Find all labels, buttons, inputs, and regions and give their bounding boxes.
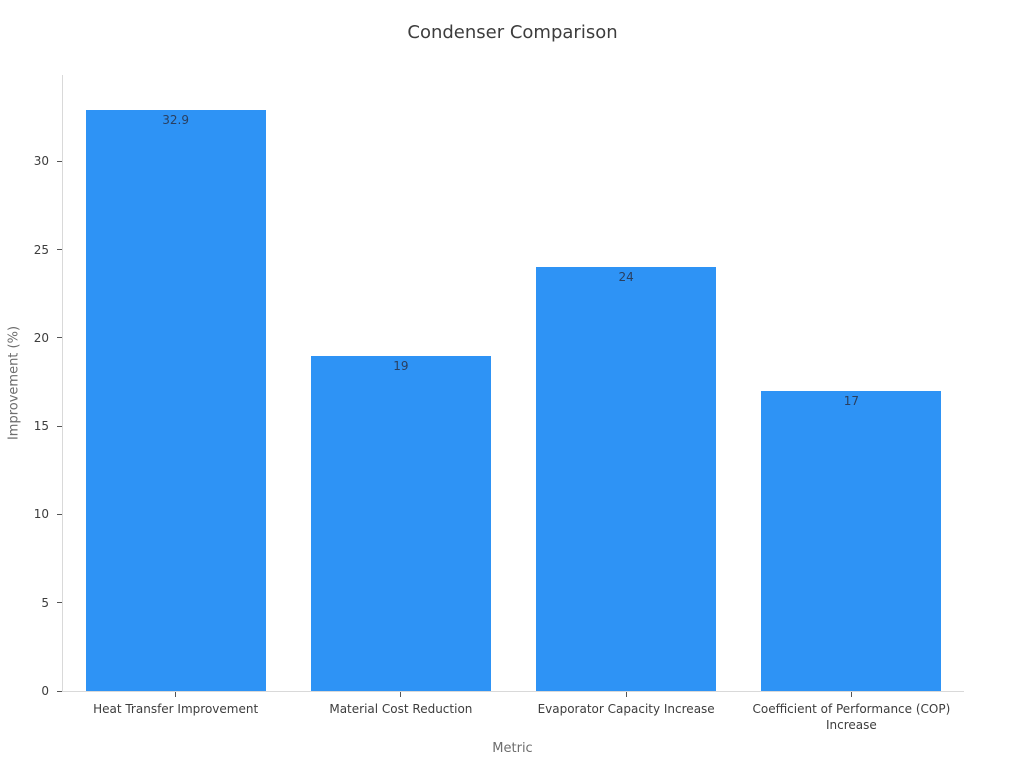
bar[interactable]: 17 bbox=[761, 390, 942, 691]
y-tick-label: 30 bbox=[33, 154, 49, 169]
plot-area: 0 5 10 15 20 25 30 32.9 Heat Transfer Improvemen… bbox=[34, 75, 964, 732]
bar-value-label: 24 bbox=[618, 270, 634, 285]
y-tick-label: 5 bbox=[41, 595, 49, 610]
y-tick-mark bbox=[57, 425, 62, 427]
y-tick-label: 0 bbox=[41, 684, 49, 698]
y-tick-label: 15 bbox=[33, 419, 49, 434]
x-category-label: Material Cost Reduction bbox=[329, 702, 473, 716]
bar-value-label: 32.9 bbox=[162, 113, 189, 128]
x-tick-mark bbox=[400, 692, 402, 697]
x-tick-mark bbox=[175, 692, 177, 697]
y-tick-mark bbox=[57, 337, 62, 339]
y-tick-mark bbox=[57, 160, 62, 162]
y-tick-label: 10 bbox=[33, 507, 49, 522]
y-tick-label: 20 bbox=[33, 330, 49, 345]
x-tick-mark bbox=[850, 692, 852, 697]
bar-value-label: 17 bbox=[843, 393, 859, 408]
y-tick-mark bbox=[57, 602, 62, 604]
x-category-label: Evaporator Capacity Increase bbox=[537, 702, 715, 716]
y-tick-mark bbox=[57, 249, 62, 251]
bar[interactable]: 24 bbox=[536, 267, 717, 691]
y-tick-mark bbox=[57, 690, 62, 692]
y-tick-mark bbox=[57, 513, 62, 515]
x-category-label: Coefficient of Performance (COP) Increas… bbox=[752, 702, 951, 732]
x-axis-title: Metric bbox=[492, 741, 533, 756]
x-tick-mark bbox=[625, 692, 627, 697]
bar[interactable]: 19 bbox=[310, 355, 491, 691]
chart-title: Condenser Comparison bbox=[407, 22, 618, 43]
y-tick-label: 25 bbox=[33, 242, 49, 257]
bar-value-label: 19 bbox=[393, 358, 409, 373]
bar[interactable]: 32.9 bbox=[85, 110, 266, 691]
x-category-label: Heat Transfer Improvement bbox=[93, 702, 259, 716]
